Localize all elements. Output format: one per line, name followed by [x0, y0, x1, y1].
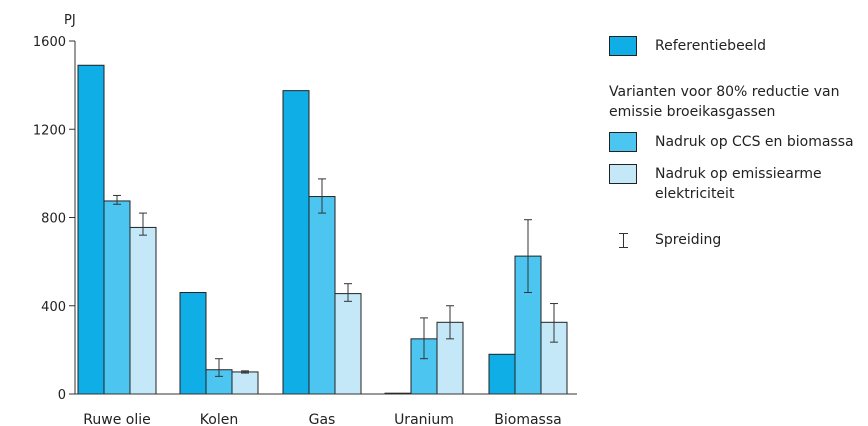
- bar: [488, 353, 516, 395]
- x-category-label: Kolen: [200, 412, 238, 426]
- legend-label-spread: Spreiding: [655, 232, 722, 248]
- x-category-label: Ruwe olie: [83, 412, 150, 426]
- x-category-label: Uranium: [394, 412, 454, 426]
- y-tick-label: 1600: [33, 35, 66, 50]
- legend-swatch-ccs: [609, 132, 637, 152]
- legend-label-low-emission-2: elektriciteit: [655, 186, 735, 202]
- error-bar-icon: [619, 230, 628, 250]
- legend-item-reference: Referentiebeeld: [609, 36, 867, 62]
- x-category-label: Gas: [309, 412, 336, 426]
- bar: [334, 293, 362, 395]
- legend-item-ccs: Nadruk op CCS en biomassa: [609, 132, 867, 158]
- bar: [179, 292, 207, 395]
- y-tick-label: 0: [58, 388, 66, 403]
- legend-variants-heading: Varianten voor 80% reductie van emissie …: [609, 84, 840, 120]
- bar: [103, 200, 131, 395]
- legend-label-ccs: Nadruk op CCS en biomassa: [655, 134, 854, 150]
- legend: Referentiebeeld Varianten voor 80% reduc…: [609, 36, 867, 250]
- bar: [308, 196, 336, 395]
- legend-swatch-low-emission: [609, 164, 637, 184]
- legend-label-reference: Referentiebeeld: [655, 38, 767, 54]
- y-axis-unit-label: PJ: [64, 13, 76, 28]
- y-tick-label: 1200: [33, 123, 66, 138]
- bar: [282, 90, 310, 395]
- legend-item-spread: Spreiding: [609, 230, 867, 250]
- y-tick-label: 400: [41, 300, 66, 315]
- legend-swatch-reference: [609, 36, 637, 56]
- bar: [129, 226, 157, 395]
- bar: [231, 371, 259, 395]
- bar: [77, 64, 105, 395]
- x-category-label: Biomassa: [494, 412, 561, 426]
- y-tick-label: 800: [41, 212, 66, 227]
- legend-item-low-emission: Nadruk op emissiearme elektriciteit: [609, 164, 867, 204]
- legend-label-low-emission-1: Nadruk op emissiearme: [655, 166, 822, 182]
